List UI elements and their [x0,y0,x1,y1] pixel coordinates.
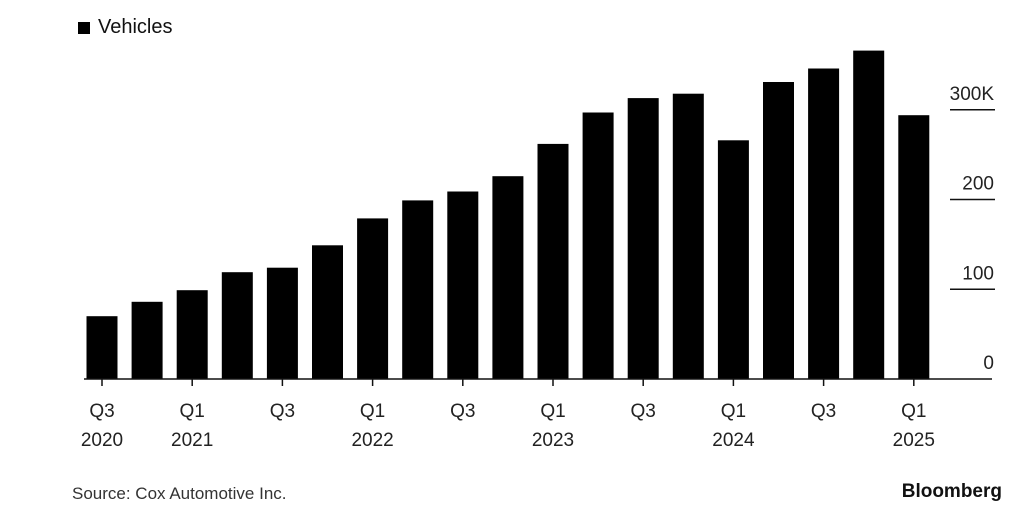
x-tick-label: Q3 [631,401,656,422]
x-tick-year-label: 2023 [532,430,574,451]
x-tick-label: Q3 [450,401,475,422]
bar-q4-2023 [672,93,704,379]
bar-q2-2022 [402,200,434,379]
y-tick-label: 100 [962,263,994,284]
bar-q3-2022 [447,191,479,379]
bar-q2-2021 [221,272,253,379]
x-tick-label: Q1 [901,401,926,422]
bar-q2-2024 [763,82,794,379]
y-tick-label: 0 [983,353,994,374]
bar-q4-2020 [131,301,163,379]
source-note: Source: Cox Automotive Inc. [72,484,287,503]
bar-q1-2021 [176,290,208,379]
bar-q1-2023 [537,143,569,379]
legend-swatch [78,21,90,34]
bar-q3-2021 [266,267,298,379]
x-tick-label: Q1 [360,401,385,422]
bar-q3-2024 [808,68,840,379]
x-tick-label: Q1 [721,401,746,422]
bar-q1-2022 [357,218,389,379]
y-tick-label: 200 [962,174,994,195]
bar-q3-2020 [86,316,118,379]
bar-q4-2021 [312,245,343,379]
brand-logo-text: Bloomberg [901,481,1002,502]
bar-q3-2023 [627,98,659,379]
bar-q1-2024 [717,140,749,379]
x-tick-year-label: 2021 [171,430,213,451]
x-tick-year-label: 2022 [351,430,393,451]
x-tick-year-label: 2024 [712,430,755,451]
bar-chart: 0 100 200 300K Q3 2020 Q1 2021 Q3 Q1 2022 Q3 Q1 2023 Q… [81,50,995,451]
bar-q4-2024 [853,50,885,379]
x-tick-label: Q3 [270,401,295,422]
x-tick-label: Q1 [540,401,565,422]
legend-label: Vehicles [98,16,173,38]
chart-legend: Vehicles [78,16,173,39]
x-tick-label: Q1 [180,401,205,422]
x-tick-year-label: 2025 [893,430,935,451]
x-tick-label: Q3 [811,401,836,422]
x-tick-year-label: 2020 [81,430,123,451]
bar-q2-2023 [582,112,614,379]
bar-q1-2025 [898,115,930,379]
x-tick-label: Q3 [89,401,114,422]
bar-q4-2022 [492,176,524,379]
y-tick-label: 300K [950,84,995,105]
